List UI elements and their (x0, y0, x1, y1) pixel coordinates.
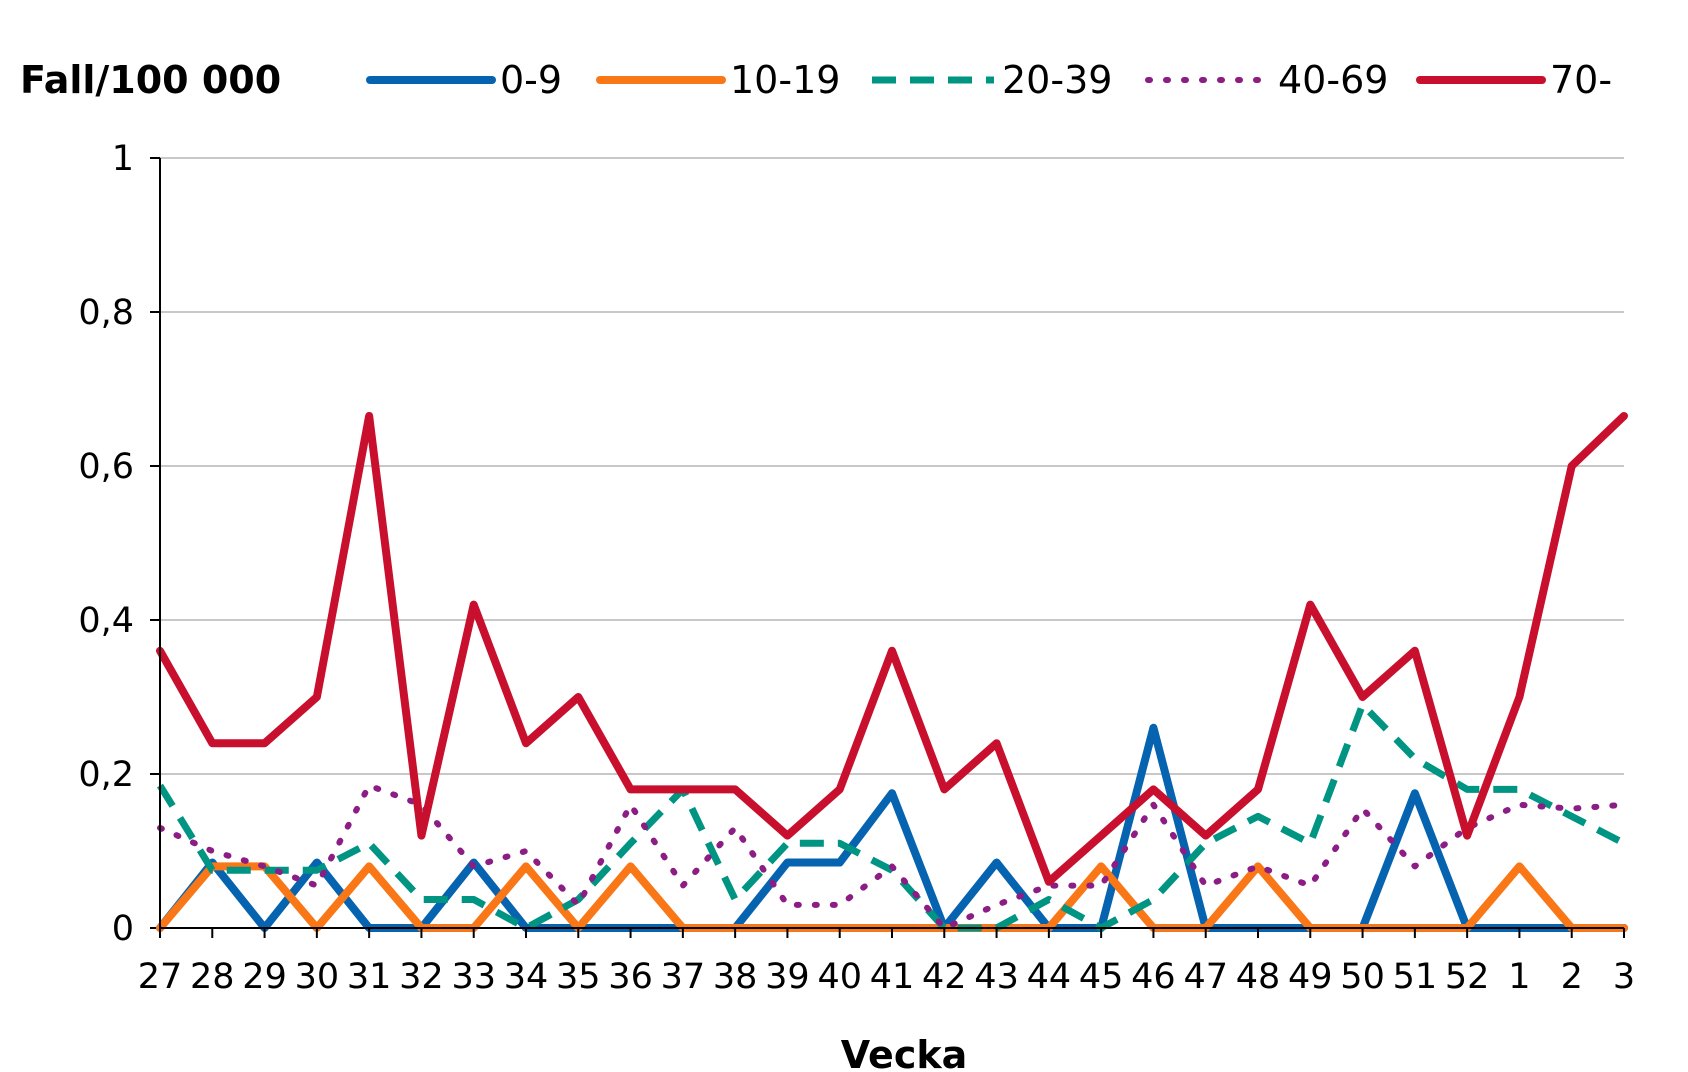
x-tick-label: 29 (242, 957, 287, 997)
x-tick-label: 41 (870, 957, 915, 997)
y-tick-labels: 0 0,2 0,4 0,6 0,8 1 (78, 139, 134, 949)
x-tick-label: 32 (399, 957, 444, 997)
x-axis-title: Vecka (841, 1033, 968, 1072)
legend-label-70-: 70- (1550, 58, 1612, 102)
x-tick-label: 31 (347, 957, 392, 997)
x-tick-labels: 27 28 29 30 31 32 33 34 35 36 37 38 39 40 41 42 43 44 45 46… (138, 928, 1635, 997)
legend-label-40-69: 40-69 (1278, 58, 1388, 102)
grid-lines (150, 157, 1624, 929)
x-tick-label: 43 (974, 957, 1019, 997)
y-tick-label: 0 (112, 909, 134, 949)
y-tick-label: 0,6 (78, 447, 134, 487)
x-tick-label: 35 (556, 957, 601, 997)
x-tick-label: 48 (1236, 957, 1281, 997)
x-tick-label: 40 (817, 957, 862, 997)
y-tick-label: 1 (112, 139, 134, 179)
x-tick-label: 34 (504, 957, 549, 997)
x-tick-label: 2 (1561, 957, 1583, 997)
x-tick-label: 47 (1183, 957, 1228, 997)
y-tick-label: 0,8 (78, 293, 134, 333)
legend-label-0-9: 0-9 (500, 58, 562, 102)
series-lines (156, 411, 1628, 932)
x-tick-label: 36 (608, 957, 653, 997)
x-tick-label: 38 (713, 957, 758, 997)
legend-label-20-39: 20-39 (1002, 58, 1112, 102)
series-line-10-19 (156, 862, 1628, 932)
y-tick-label: 0,2 (78, 755, 134, 795)
series-line-0-9 (156, 723, 1628, 932)
legend-label-10-19: 10-19 (730, 58, 840, 102)
x-tick-label: 37 (661, 957, 706, 997)
x-tick-label: 49 (1288, 957, 1333, 997)
x-tick-label: 50 (1340, 957, 1385, 997)
x-tick-label: 3 (1613, 957, 1635, 997)
legend: 0-9 10-19 20-39 40-69 70- (366, 58, 1612, 102)
x-tick-label: 46 (1131, 957, 1176, 997)
x-tick-label: 28 (190, 957, 235, 997)
x-tick-label: 52 (1445, 957, 1490, 997)
x-tick-label: 42 (922, 957, 967, 997)
x-tick-label: 1 (1508, 957, 1530, 997)
series-line-40-69 (157, 782, 1627, 931)
y-tick-label: 0,4 (78, 601, 134, 641)
x-tick-label: 39 (765, 957, 810, 997)
x-tick-label: 51 (1393, 957, 1438, 997)
x-tick-label: 33 (451, 957, 496, 997)
x-tick-label: 27 (138, 957, 183, 997)
x-tick-label: 30 (295, 957, 340, 997)
x-tick-label: 44 (1027, 957, 1072, 997)
x-tick-label: 45 (1079, 957, 1124, 997)
y-axis-title: Fall/100 000 (20, 58, 281, 102)
series-line-70- (156, 411, 1628, 886)
